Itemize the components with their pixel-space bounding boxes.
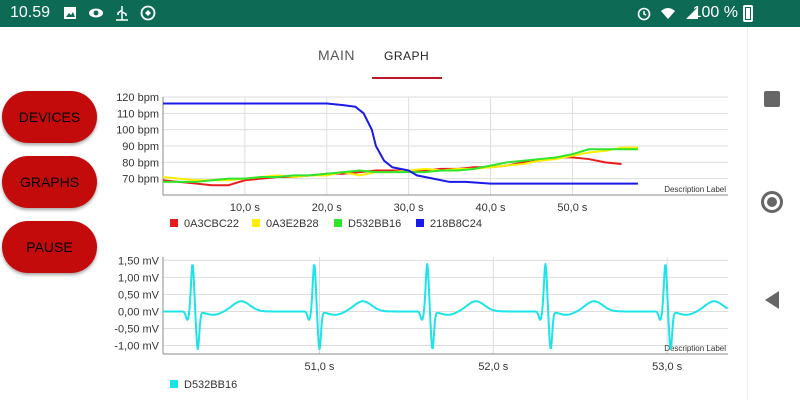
heart-rate-chart: 70 bpm 80 bpm 90 bpm 100 bpm 110 bpm 120 bpm 1… [114,92,729,391]
x-tick-label: 40,0 s [476,202,506,214]
devices-button[interactable]: DEVICES [2,91,97,143]
legend-label-D532BB16: D532BB16 [348,218,401,230]
graphs-button[interactable]: GRAPHS [2,156,97,208]
y-tick-label: -1,00 mV [114,340,159,352]
series-line-D532BB16 [163,148,638,183]
x-tick-label: 52,0 s [478,361,508,373]
y-tick-label: 0,00 mV [118,306,160,318]
y-tick-label: 100 bpm [116,125,159,137]
x-tick-label: 30,0 s [394,202,424,214]
legend-swatch-0A3E2B28 [252,219,260,227]
y-tick-label: 120 bpm [116,92,159,104]
wifi-icon [660,5,676,21]
eye-icon [88,5,104,21]
signal-icon [684,5,700,21]
description-label: Description Label [664,344,726,353]
status-bar: 10.59 100 % [0,0,800,27]
x-tick-label: 51,0 s [304,361,334,373]
navigation-bar [747,27,800,400]
legend-label-0A3CBC22: 0A3CBC22 [184,218,239,230]
x-tick-label: 20,0 s [312,202,342,214]
y-tick-label: 70 bpm [122,174,159,186]
legend-label-0A3E2B28: 0A3E2B28 [266,218,319,230]
x-tick-label: 53,0 s [652,361,682,373]
y-tick-label: 110 bpm [117,108,159,120]
y-tick-label: 90 bpm [122,141,159,153]
series-line-D532BB16 [162,262,729,351]
x-tick-label: 50,0 s [557,202,587,214]
vpn-icon [140,5,156,21]
usb-icon [114,5,130,21]
legend-swatch-D532BB16 [334,219,342,227]
legend-swatch-D532BB16 [170,380,178,388]
y-tick-label: 0,50 mV [118,289,160,301]
pause-button[interactable]: PAUSE [2,221,97,273]
legend-label-D532BB16: D532BB16 [184,379,237,391]
home-icon[interactable] [761,191,783,213]
tab-indicator [372,77,442,79]
status-time: 10.59 [10,4,51,21]
tab-bar: MAIN GRAPH [300,39,450,79]
back-icon[interactable] [765,291,779,309]
alarm-icon [636,5,652,21]
legend-label-218B8C24: 218B8C24 [430,218,482,230]
app-content: MAIN GRAPH DEVICES GRAPHS PAUSE 70 bpm 80… [0,27,747,400]
series-line-0A3E2B28 [162,146,638,182]
image-icon [62,5,78,21]
legend-swatch-0A3CBC22 [170,219,178,227]
y-tick-label: -0,50 mV [114,323,159,335]
y-tick-label: 1,50 mV [118,255,160,267]
battery-icon [743,5,753,22]
x-tick-label: 10,0 s [230,202,260,214]
recent-apps-icon[interactable] [764,91,780,107]
tab-graph[interactable]: GRAPH [384,49,430,63]
tab-main[interactable]: MAIN [318,47,355,63]
y-tick-label: 1,00 mV [118,272,160,284]
series-line-218B8C24 [163,102,638,185]
description-label: Description Label [664,185,726,194]
legend-swatch-218B8C24 [416,219,424,227]
battery-percent: 100 % [692,4,738,21]
y-tick-label: 80 bpm [122,157,159,169]
